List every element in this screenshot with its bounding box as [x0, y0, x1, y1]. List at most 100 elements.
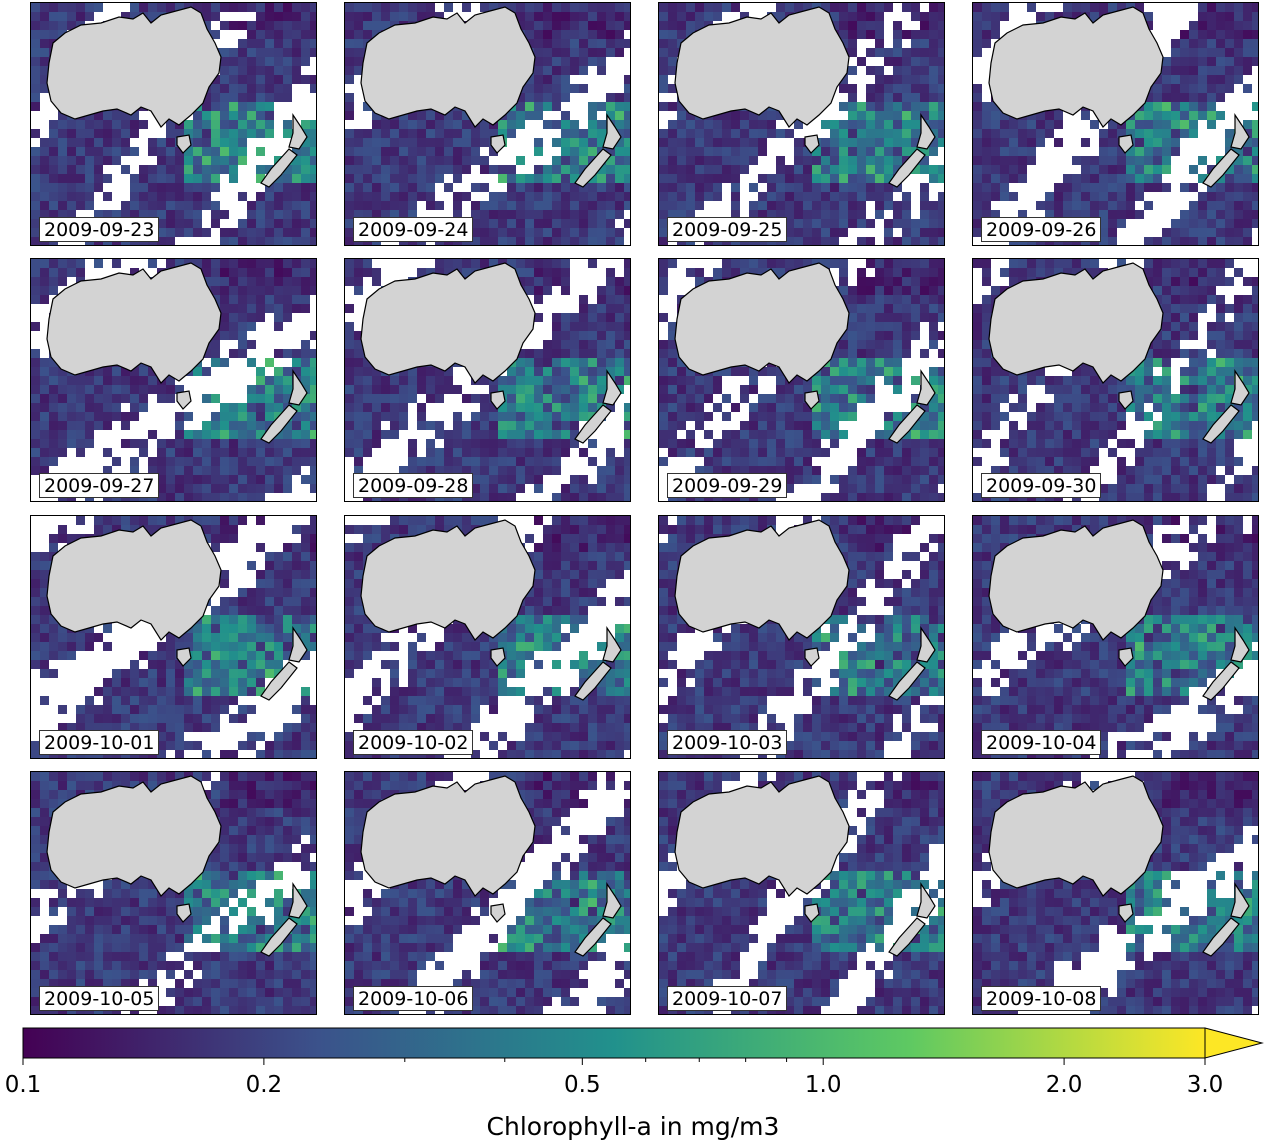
tasmania-landmass [804, 134, 820, 154]
chlorophyll-map [345, 3, 630, 245]
new-zealand-south-island [260, 661, 298, 701]
panel-date-label: 2009-10-07 [667, 986, 788, 1011]
map-panel: 2009-09-26 [972, 2, 1259, 246]
panel-date-label: 2009-09-23 [39, 217, 160, 242]
chlorophyll-map [31, 516, 316, 758]
new-zealand-north-island [288, 369, 308, 406]
chlorophyll-map [973, 772, 1258, 1014]
tasmania-landmass [176, 390, 192, 410]
panel-date-label: 2009-10-06 [353, 986, 474, 1011]
new-zealand-south-island [260, 404, 298, 444]
new-zealand-south-island [574, 404, 612, 444]
chlorophyll-map [659, 772, 944, 1014]
new-zealand-north-island [602, 882, 622, 919]
australia-landmass [674, 6, 850, 128]
new-zealand-south-island [574, 917, 612, 957]
panel-date-label: 2009-10-02 [353, 730, 474, 755]
new-zealand-north-island [916, 369, 936, 406]
chlorophyll-map [31, 772, 316, 1014]
new-zealand-north-island [1230, 626, 1250, 663]
panel-date-label: 2009-10-08 [981, 986, 1102, 1011]
new-zealand-north-island [916, 113, 936, 150]
colorbar-tick-label: 1.0 [804, 1072, 842, 1098]
map-panel: 2009-09-30 [972, 258, 1259, 502]
panel-date-label: 2009-10-03 [667, 730, 788, 755]
new-zealand-south-island [1202, 917, 1240, 957]
panel-date-label: 2009-10-04 [981, 730, 1102, 755]
australia-landmass [988, 262, 1164, 384]
map-panel: 2009-10-03 [658, 515, 945, 759]
new-zealand-north-island [602, 626, 622, 663]
new-zealand-north-island [1230, 113, 1250, 150]
chlorophyll-map [973, 516, 1258, 758]
panel-date-label: 2009-09-26 [981, 217, 1102, 242]
australia-landmass [674, 775, 850, 897]
australia-landmass [46, 6, 222, 128]
tasmania-landmass [804, 647, 820, 667]
map-panel: 2009-10-06 [344, 771, 631, 1015]
panel-date-label: 2009-09-30 [981, 473, 1102, 498]
panel-date-label: 2009-09-29 [667, 473, 788, 498]
new-zealand-south-island [1202, 404, 1240, 444]
chlorophyll-map [659, 259, 944, 501]
chlorophyll-field [973, 3, 1258, 245]
new-zealand-south-island [260, 917, 298, 957]
new-zealand-north-island [1230, 369, 1250, 406]
new-zealand-south-island [574, 148, 612, 188]
tasmania-landmass [804, 903, 820, 923]
australia-landmass [46, 262, 222, 384]
colorbar-tick-label: 0.2 [245, 1072, 283, 1098]
new-zealand-south-island [260, 148, 298, 188]
panel-date-label: 2009-09-24 [353, 217, 474, 242]
colorbar-tick-label: 0.5 [564, 1072, 601, 1098]
australia-landmass [988, 775, 1164, 897]
colorbar-extend-arrow [1204, 1027, 1264, 1059]
map-panel: 2009-09-24 [344, 2, 631, 246]
map-panel: 2009-09-28 [344, 258, 631, 502]
map-panel: 2009-10-07 [658, 771, 945, 1015]
map-panel: 2009-10-08 [972, 771, 1259, 1015]
tasmania-landmass [804, 390, 820, 410]
map-panel: 2009-10-02 [344, 515, 631, 759]
tasmania-landmass [490, 647, 506, 667]
chlorophyll-map [973, 259, 1258, 501]
map-panel: 2009-10-05 [30, 771, 317, 1015]
new-zealand-north-island [916, 882, 936, 919]
tasmania-landmass [490, 903, 506, 923]
chlorophyll-map [659, 3, 944, 245]
colorbar-tick-label: 2.0 [1045, 1072, 1083, 1098]
new-zealand-north-island [602, 369, 622, 406]
colorbar [22, 1027, 1264, 1065]
map-panel: 2009-09-27 [30, 258, 317, 502]
chlorophyll-map [659, 516, 944, 758]
tasmania-landmass [176, 647, 192, 667]
australia-landmass [360, 519, 536, 641]
australia-landmass [360, 6, 536, 128]
colorbar-tick-label: 3.0 [1186, 1072, 1224, 1098]
new-zealand-south-island [888, 917, 926, 957]
chlorophyll-map [31, 259, 316, 501]
colorbar-title: Chlorophyll-a in mg/m3 [486, 1112, 780, 1141]
map-panel: 2009-09-23 [30, 2, 317, 246]
chlorophyll-map [345, 259, 630, 501]
map-panel: 2009-09-25 [658, 2, 945, 246]
australia-landmass [674, 262, 850, 384]
new-zealand-north-island [288, 882, 308, 919]
colorbar-tick-label: 0.1 [4, 1072, 42, 1098]
chlorophyll-map [345, 516, 630, 758]
tasmania-landmass [490, 134, 506, 154]
new-zealand-north-island [916, 626, 936, 663]
colorbar-gradient [22, 1027, 1206, 1059]
australia-landmass [360, 775, 536, 897]
tasmania-landmass [490, 390, 506, 410]
panel-date-label: 2009-10-01 [39, 730, 160, 755]
new-zealand-south-island [888, 148, 926, 188]
australia-landmass [360, 262, 536, 384]
new-zealand-south-island [888, 661, 926, 701]
new-zealand-south-island [574, 661, 612, 701]
map-panel: 2009-10-01 [30, 515, 317, 759]
panel-date-label: 2009-09-28 [353, 473, 474, 498]
panel-date-label: 2009-10-05 [39, 986, 160, 1011]
panel-date-label: 2009-09-27 [39, 473, 160, 498]
tasmania-landmass [1118, 647, 1134, 667]
